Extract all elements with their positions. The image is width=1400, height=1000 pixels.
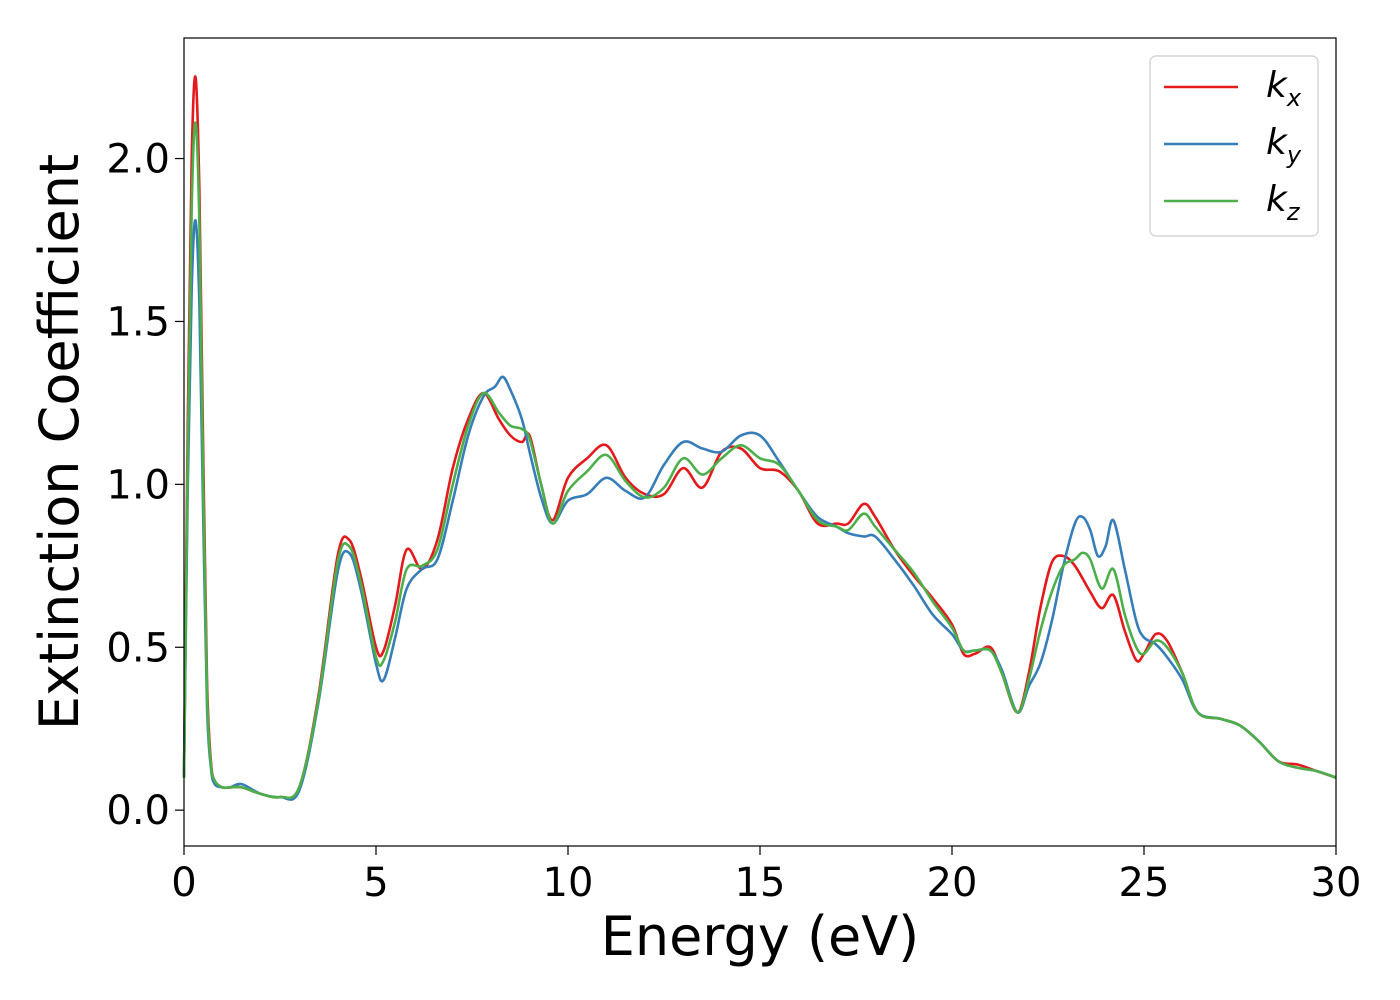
legend: kx ky kz — [1149, 55, 1319, 237]
y-tick-label: 1.5 — [106, 299, 170, 345]
plot-area — [184, 38, 1336, 846]
legend-box — [1149, 55, 1319, 237]
x-tick-label: 25 — [1119, 860, 1170, 906]
x-tick-label: 10 — [543, 860, 594, 906]
x-tick-label: 5 — [363, 860, 388, 906]
x-tick-label: 15 — [735, 860, 786, 906]
y-tick-label: 0.5 — [106, 625, 170, 671]
y-tick-label: 1.0 — [106, 462, 170, 508]
series-line-kz — [182, 121, 1337, 800]
legend-label-kz: kz — [1266, 179, 1301, 226]
y-tick-label: 0.0 — [106, 788, 170, 834]
x-axis: 0 5 10 15 20 25 30 — [171, 846, 1361, 906]
y-tick-label: 2.0 — [106, 137, 170, 183]
x-tick-label: 30 — [1311, 860, 1362, 906]
legend-label-kx: kx — [1266, 65, 1302, 112]
legend-label-ky: ky — [1266, 122, 1302, 169]
x-axis-title: Energy (eV) — [601, 905, 920, 968]
x-tick-label: 20 — [927, 860, 978, 906]
y-axis: 0.0 0.5 1.0 1.5 2.0 — [106, 137, 184, 834]
x-tick-label: 0 — [171, 860, 196, 906]
series-layer — [182, 75, 1337, 801]
y-axis-title: Extinction Coefficient — [28, 154, 91, 730]
